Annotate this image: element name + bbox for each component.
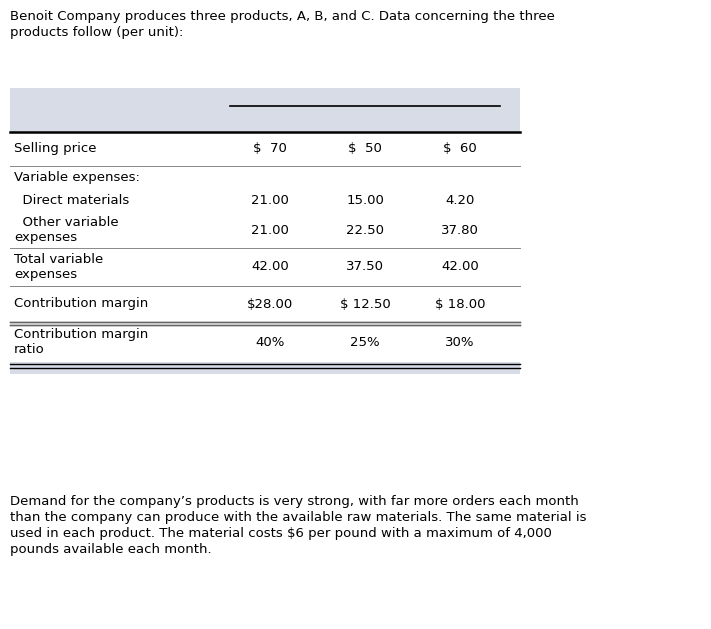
Text: $  60: $ 60 xyxy=(443,143,477,155)
Text: 42.00: 42.00 xyxy=(441,260,479,274)
Text: Contribution margin
ratio: Contribution margin ratio xyxy=(14,328,149,356)
Text: Demand for the company’s products is very strong, with far more orders each mont: Demand for the company’s products is ver… xyxy=(10,495,579,508)
Text: $ 12.50: $ 12.50 xyxy=(340,298,390,311)
Text: than the company can produce with the available raw materials. The same material: than the company can produce with the av… xyxy=(10,511,587,524)
Text: Product: Product xyxy=(340,92,390,105)
Text: Selling price: Selling price xyxy=(14,143,97,155)
Text: $  70: $ 70 xyxy=(253,143,287,155)
Text: 21.00: 21.00 xyxy=(251,194,289,206)
Text: 4.20: 4.20 xyxy=(445,194,475,206)
Text: 42.00: 42.00 xyxy=(251,260,289,274)
Text: Contribution margin: Contribution margin xyxy=(14,298,149,311)
Text: 25%: 25% xyxy=(351,335,380,348)
Text: 37.50: 37.50 xyxy=(346,260,384,274)
Text: Other variable
expenses: Other variable expenses xyxy=(14,216,119,244)
Text: 40%: 40% xyxy=(255,335,284,348)
Text: 37.80: 37.80 xyxy=(441,223,479,237)
Text: Benoit Company produces three products, A, B, and C. Data concerning the three: Benoit Company produces three products, … xyxy=(10,10,555,23)
Text: pounds available each month.: pounds available each month. xyxy=(10,543,212,556)
Text: 15.00: 15.00 xyxy=(346,194,384,206)
Text: $28.00: $28.00 xyxy=(247,298,293,311)
Text: 22.50: 22.50 xyxy=(346,223,384,237)
Text: Variable expenses:: Variable expenses: xyxy=(14,170,140,184)
Text: 21.00: 21.00 xyxy=(251,223,289,237)
Text: $  50: $ 50 xyxy=(348,143,382,155)
Text: B: B xyxy=(360,108,370,121)
Text: Direct materials: Direct materials xyxy=(14,194,129,206)
Text: C: C xyxy=(455,108,464,121)
Text: used in each product. The material costs $6 per pound with a maximum of 4,000: used in each product. The material costs… xyxy=(10,527,552,540)
Text: A: A xyxy=(265,108,274,121)
Text: 30%: 30% xyxy=(445,335,475,348)
Text: $ 18.00: $ 18.00 xyxy=(434,298,485,311)
Text: Total variable
expenses: Total variable expenses xyxy=(14,253,103,281)
Text: products follow (per unit):: products follow (per unit): xyxy=(10,26,183,39)
